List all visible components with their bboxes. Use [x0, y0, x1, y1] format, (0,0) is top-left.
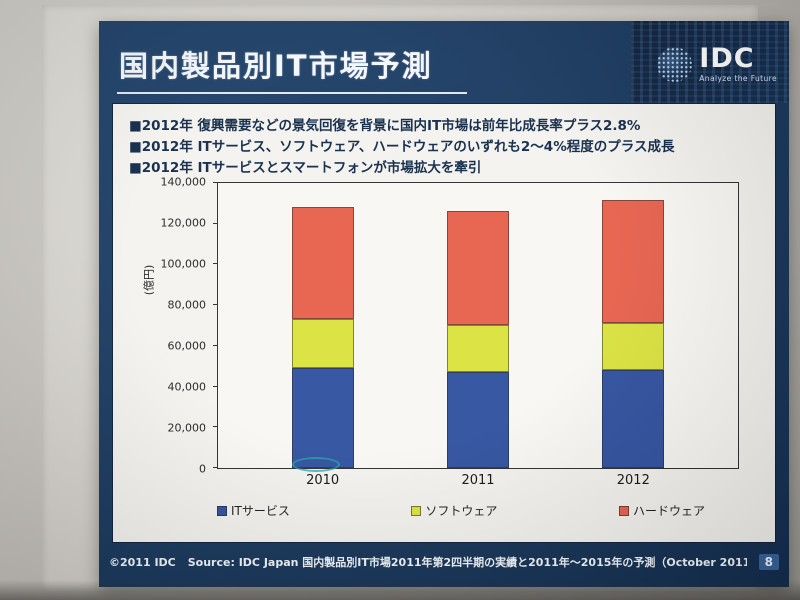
x-tick-label: 2011: [461, 473, 495, 488]
legend-swatch: [618, 505, 629, 516]
legend-label: ハードウェア: [632, 504, 705, 518]
copyright-text: ©2011 IDC: [109, 555, 176, 569]
source-text: Source: IDC Japan 国内製品別IT市場2011年第2四半期の実績…: [187, 556, 747, 569]
legend-label: ITサービス: [231, 504, 290, 518]
slide: 国内製品別IT市場予測 IDC Analyze the Future ■2012…: [99, 21, 789, 587]
x-axis: 2010 2011 2012: [217, 473, 739, 493]
x-tick-label: 2010: [306, 473, 340, 488]
bar-segment-ITサービス: [446, 372, 509, 468]
bar-segment-ハードウェア: [292, 207, 355, 320]
y-tick-label: 20,000: [167, 421, 207, 435]
y-tick-label: 140,000: [160, 175, 207, 189]
bullet-item: ■2012年 ITサービス、ソフトウェア、ハードウェアのいずれも2～4%程度のプ…: [129, 138, 675, 155]
annotation-ellipse: [292, 457, 340, 472]
plot-area: [213, 182, 739, 472]
bar-2010: [292, 183, 355, 468]
y-tick-label: 120,000: [160, 216, 207, 230]
legend-item-ハードウェア: ハードウェア: [618, 502, 705, 519]
slide-header: 国内製品別IT市場予測 IDC Analyze the Future: [99, 21, 789, 103]
bar-group: [218, 183, 738, 468]
legend-item-ソフトウェア: ソフトウェア: [411, 502, 497, 519]
bullet-list: ■2012年 復興需要などの景気回復を背景に国内IT市場は前年比成長率プラス2.…: [129, 116, 759, 179]
legend-swatch: [411, 505, 422, 516]
idc-tagline: Analyze the Future: [699, 74, 777, 83]
y-tick-label: 60,000: [167, 339, 207, 353]
bar-segment-ソフトウェア: [292, 319, 355, 369]
bar-segment-ソフトウェア: [601, 323, 664, 371]
y-axis: 0 20,000 40,000 60,000 80,000 100,000 120,000 1…: [139, 176, 215, 476]
bar-segment-ITサービス: [601, 370, 664, 468]
bar-segment-ハードウェア: [601, 200, 664, 324]
bar-2012: [601, 183, 664, 468]
y-tick-label: 100,000: [160, 257, 207, 271]
y-tick-mark: [213, 222, 218, 224]
y-tick-mark: [213, 467, 218, 468]
x-tick-label: 2012: [616, 473, 650, 488]
idc-logo-text-block: IDC Analyze the Future: [699, 45, 777, 83]
bullet-item: ■2012年 復興需要などの景気回復を背景に国内IT市場は前年比成長率プラス2.…: [129, 118, 641, 134]
legend-item-ITサービス: ITサービス: [217, 502, 290, 519]
slide-footer: ©2011 IDC Source: IDC Japan 国内製品別IT市場201…: [99, 543, 789, 587]
bar-segment-ハードウェア: [446, 210, 509, 325]
market-forecast-chart: (億円) 0 20,000 40,000 60,000 80,000 100,000 120…: [139, 176, 749, 534]
legend-swatch: [217, 505, 227, 516]
legend-label: ソフトウェア: [425, 504, 498, 518]
bar-segment-ITサービス: [292, 368, 355, 468]
page-title: 国内製品別IT市場予測: [117, 37, 467, 94]
idc-logo: IDC Analyze the Future: [657, 45, 777, 83]
y-tick-label: 0: [199, 462, 206, 476]
page-number: 8: [758, 554, 779, 570]
y-tick-mark: [213, 304, 218, 306]
y-tick-mark: [213, 344, 218, 346]
bar-segment-ソフトウェア: [446, 324, 509, 373]
idc-logo-text: IDC: [699, 43, 755, 74]
content-panel: ■2012年 復興需要などの景気回復を背景に国内IT市場は前年比成長率プラス2.…: [112, 103, 776, 543]
chart-legend: ITサービス ソフトウェア ハードウェア: [217, 502, 705, 519]
y-tick-mark: [213, 426, 218, 428]
bar-2011: [446, 183, 509, 468]
y-tick-mark: [213, 263, 218, 265]
y-tick-label: 80,000: [167, 298, 207, 312]
projection-screen: 国内製品別IT市場予測 IDC Analyze the Future ■2012…: [42, 5, 789, 591]
bullet-item: ■2012年 ITサービスとスマートフォンが市場拡大を牽引: [129, 159, 482, 176]
y-tick-mark: [213, 385, 218, 387]
idc-globe-icon: [657, 47, 693, 82]
y-tick-mark: [213, 182, 218, 183]
y-tick-label: 40,000: [167, 380, 207, 394]
